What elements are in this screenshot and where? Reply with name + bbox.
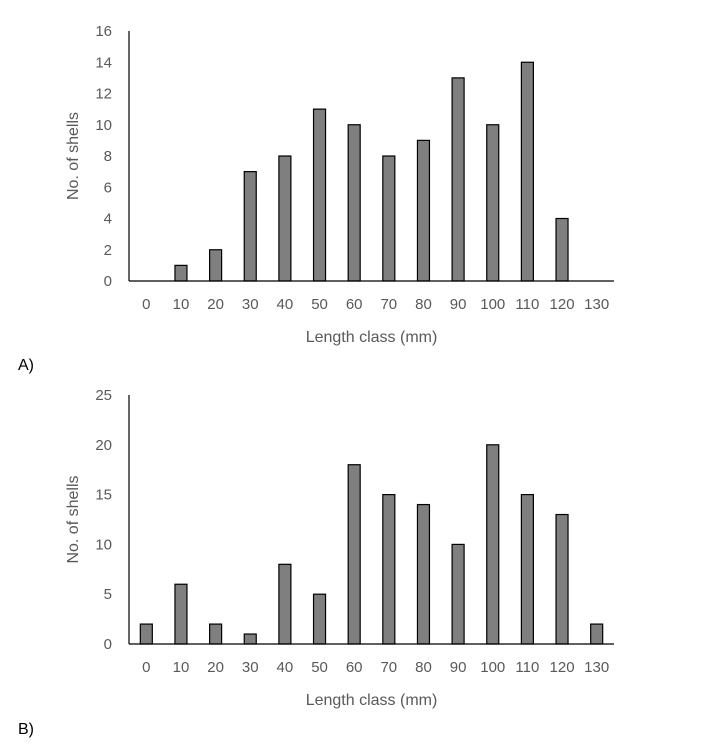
chart-b-y-tick-label: 25 (95, 387, 112, 404)
chart-b-panel-label: B) (18, 721, 34, 738)
chart-b-bar-80 (416, 503, 431, 645)
chart-b-x-tick-label: 120 (550, 659, 575, 676)
chart-a-bar-90 (451, 77, 465, 282)
chart-b-x-tick-label: 90 (450, 659, 467, 676)
chart-a-x-tick-label: 130 (584, 296, 609, 313)
chart-a-x-ticks: 0 10 20 30 40 50 60 70 80 90 100 110 120 130 (142, 296, 609, 313)
chart-b-x-tick-label: 10 (173, 659, 190, 676)
chart-b-bar-100 (486, 444, 500, 645)
chart-a-x-tick-label: 0 (142, 296, 150, 313)
chart-b-x-ticks: 0 10 20 30 40 50 60 70 80 90 100 110 120 130 (142, 659, 609, 676)
chart-b-x-tick-label: 20 (207, 659, 224, 676)
chart-a-panel-label: A) (18, 357, 34, 374)
chart-a-x-tick-label: 70 (380, 296, 397, 313)
chart-b-x-tick-label: 100 (480, 659, 505, 676)
chart-a-y-tick-label: 10 (95, 117, 112, 134)
chart-a-bar-100 (486, 124, 500, 282)
chart-a-x-tick-label: 50 (311, 296, 328, 313)
chart-a-y-tick-label: 0 (104, 273, 112, 290)
chart-a-bar-30 (243, 171, 257, 282)
chart-a-bar-110 (520, 61, 534, 282)
chart-b-x-tick-label: 40 (277, 659, 294, 676)
chart-b-x-tick-label: 30 (242, 659, 259, 676)
chart-b-y-tick-label: 10 (95, 536, 112, 553)
chart-b-x-tick-label: 50 (311, 659, 328, 676)
chart-b-bar-60 (347, 464, 361, 645)
chart-b-x-tick-label: 60 (346, 659, 363, 676)
chart-a-x-tick-label: 80 (415, 296, 432, 313)
chart-b-bar-0 (139, 623, 153, 645)
chart-a-bar-40 (278, 155, 292, 282)
chart-a-y-tick-label: 8 (104, 148, 112, 165)
chart-b-bar-50 (312, 593, 327, 645)
chart-a-x-tick-label: 100 (480, 296, 505, 313)
chart-a-bar-70 (382, 155, 396, 282)
chart-b-y-tick-label: 20 (95, 437, 112, 454)
chart-a-x-tick-label: 10 (173, 296, 190, 313)
chart-b-y-tick-label: 15 (95, 487, 112, 504)
chart-a-x-tick-label: 90 (450, 296, 467, 313)
chart-a-y-ticks: 0 2 4 6 8 10 12 14 16 (95, 23, 112, 290)
chart-b-x-tick-label: 130 (584, 659, 609, 676)
chart-b-x-tick-label: 0 (142, 659, 150, 676)
chart-a-y-axis-title: No. of shells (65, 112, 82, 200)
chart-a-bars (174, 61, 569, 282)
chart-b-bar-110 (520, 494, 534, 645)
chart-b-bar-40 (278, 563, 292, 645)
chart-a-x-tick-label: 120 (550, 296, 575, 313)
chart-b-bar-120 (555, 513, 569, 645)
chart-a: 0 2 4 6 8 10 12 14 16 0 10 20 30 40 50 60 70 80 90 100 110 1… (18, 23, 614, 374)
chart-b-x-tick-label: 80 (415, 659, 432, 676)
chart-b-bar-90 (451, 543, 465, 645)
chart-a-bar-50 (312, 108, 327, 282)
chart-a-x-axis-title: Length class (mm) (306, 329, 438, 346)
chart-b-y-tick-label: 5 (104, 586, 112, 603)
chart-b-x-axis-title: Length class (mm) (306, 692, 438, 709)
chart-b-x-tick-label: 110 (515, 659, 539, 676)
chart-a-y-tick-label: 4 (104, 211, 112, 228)
chart-a-x-tick-label: 110 (515, 296, 539, 313)
chart-a-bar-10 (174, 264, 188, 282)
chart-a-y-tick-label: 14 (95, 54, 112, 71)
chart-a-x-tick-label: 30 (242, 296, 259, 313)
chart-b-y-ticks: 0 5 10 15 20 25 (95, 387, 112, 653)
chart-a-x-tick-label: 20 (207, 296, 224, 313)
chart-a-y-tick-label: 2 (104, 242, 112, 259)
chart-b-y-axis-title: No. of shells (65, 475, 82, 563)
chart-a-bar-60 (347, 124, 361, 282)
chart-a-x-tick-label: 40 (277, 296, 294, 313)
chart-b-bar-30 (243, 633, 257, 645)
chart-a-y-tick-label: 16 (95, 23, 112, 40)
chart-a-bar-80 (416, 139, 431, 282)
chart-b-x-tick-label: 70 (380, 659, 397, 676)
chart-a-y-tick-label: 12 (95, 86, 112, 103)
chart-b-bar-20 (209, 623, 223, 645)
chart-a-x-tick-label: 60 (346, 296, 363, 313)
chart-a-bar-20 (209, 249, 223, 282)
chart-b: 0 5 10 15 20 25 0 10 20 30 40 50 60 70 80 90 100 110 120 1… (18, 387, 614, 738)
chart-b-bars (139, 444, 604, 645)
chart-b-y-tick-label: 0 (104, 636, 112, 653)
chart-b-bar-130 (590, 623, 604, 645)
chart-b-bar-70 (382, 494, 396, 645)
chart-a-y-tick-label: 6 (104, 179, 112, 196)
chart-b-bar-10 (174, 583, 188, 645)
chart-a-bar-120 (555, 217, 569, 282)
